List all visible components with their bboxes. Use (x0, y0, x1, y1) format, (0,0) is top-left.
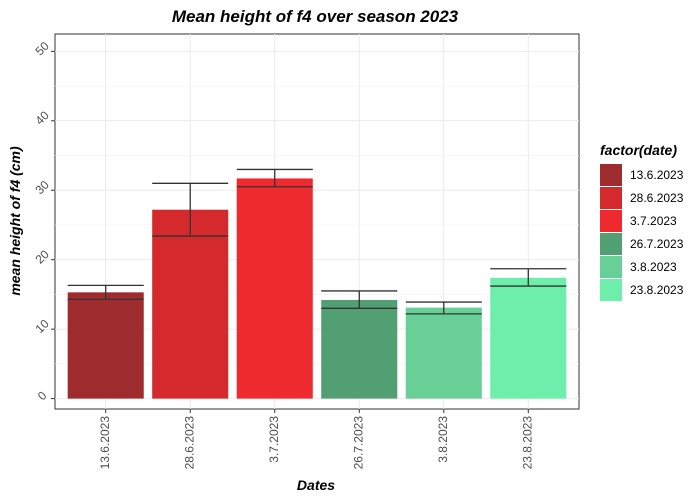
y-tick-label: 40 (32, 108, 52, 128)
y-tick-label: 0 (35, 388, 50, 403)
legend-title: factor(date) (600, 142, 677, 158)
bar (67, 292, 144, 399)
bar (321, 299, 398, 399)
y-tick-label: 20 (32, 247, 52, 267)
legend-label: 3.8.2023 (630, 260, 677, 274)
y-axis-ticks: 0 10 20 30 40 50 (32, 39, 55, 403)
legend-key (600, 187, 622, 209)
bar (152, 209, 229, 399)
bar (490, 277, 567, 399)
x-tick-label: 26.7.2023 (351, 416, 365, 470)
bar (405, 307, 482, 399)
x-tick-label: 3.7.2023 (267, 416, 281, 463)
x-tick-label: 28.6.2023 (182, 416, 196, 470)
y-axis-title: mean height of f4 (cm) (7, 146, 23, 296)
legend-items: 13.6.2023 28.6.2023 3.7.2023 26.7.2023 3.8.2… (600, 164, 684, 301)
legend-key (600, 256, 622, 278)
x-axis-ticks: 13.6.2023 28.6.2023 3.7.2023 26.7.2023 3.8.2… (98, 409, 534, 470)
legend-key (600, 210, 622, 232)
y-tick-label: 10 (32, 316, 52, 336)
y-tick-label: 50 (32, 39, 52, 59)
x-tick-label: 23.8.2023 (520, 416, 534, 470)
y-tick-label: 30 (32, 178, 52, 198)
legend-label: 3.7.2023 (630, 214, 677, 228)
bars (67, 178, 567, 399)
x-axis-title: Dates (297, 477, 335, 493)
error-bars (67, 168, 567, 315)
legend: factor(date) 13.6.2023 28.6.2023 3.7.2023 2… (600, 142, 684, 301)
x-tick-label: 3.8.2023 (436, 416, 450, 463)
legend-key (600, 164, 622, 186)
legend-label: 23.8.2023 (630, 283, 684, 297)
chart-title: Mean height of f4 over season 2023 (172, 7, 459, 26)
legend-key (600, 233, 622, 255)
bar (236, 178, 313, 399)
legend-key (600, 279, 622, 301)
legend-label: 13.6.2023 (630, 168, 684, 182)
x-tick-label: 13.6.2023 (98, 416, 112, 470)
plot-area (54, 33, 580, 410)
legend-label: 26.7.2023 (630, 237, 684, 251)
legend-label: 28.6.2023 (630, 191, 684, 205)
